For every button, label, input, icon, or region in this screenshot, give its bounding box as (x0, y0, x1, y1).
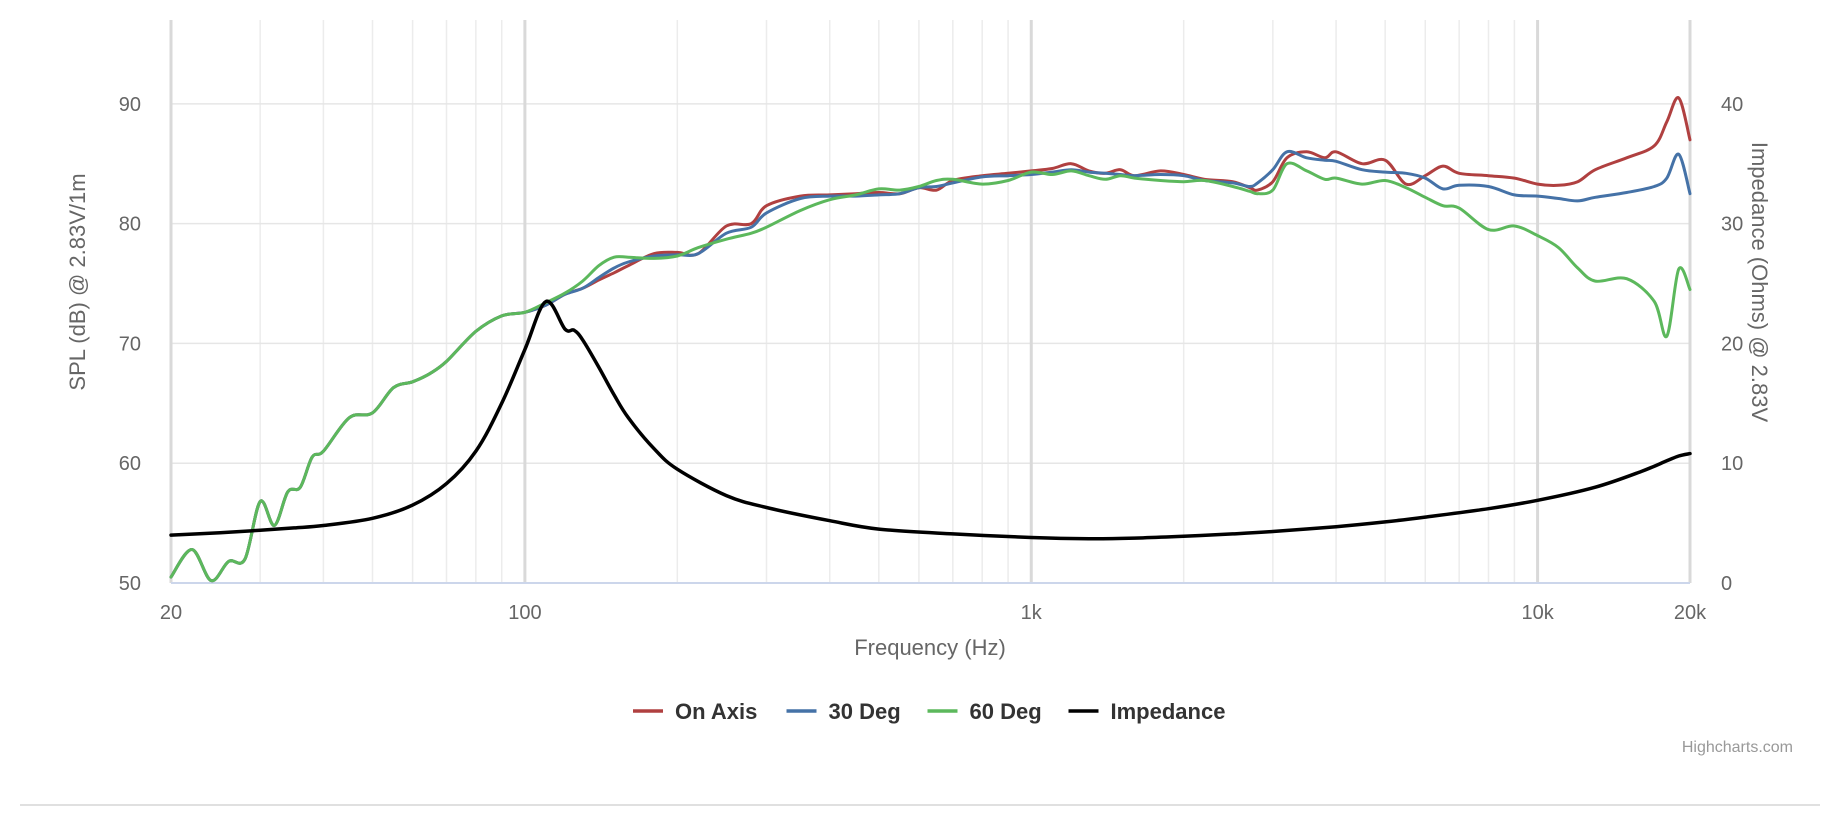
y2-tick-label: 0 (1721, 573, 1732, 595)
chart-series-group (169, 96, 1692, 583)
legend-label: 60 Deg (970, 699, 1042, 724)
series-line-impedance (169, 299, 1692, 541)
series-line-on-axis (169, 96, 1692, 583)
highcharts-credits[interactable]: Highcharts.com (1682, 739, 1793, 756)
legend-item-60-deg[interactable]: 60 Deg (927, 699, 1042, 724)
legend-item-impedance[interactable]: Impedance (1068, 699, 1226, 724)
legend-label: 30 Deg (829, 699, 901, 724)
y-tick-label: 60 (119, 453, 141, 475)
y-axis-title: SPL (dB) @ 2.83V/1m (65, 173, 90, 390)
chart-grid (169, 20, 1692, 583)
chart-axes: 20 100 1k 10k 20k 50 60 70 80 90 0 10 20 30 40 (119, 94, 1744, 624)
legend-label: Impedance (1111, 699, 1226, 724)
x-tick-label: 1k (1021, 602, 1043, 624)
bottom-divider (20, 804, 1820, 806)
y2-axis-title: Impedance (Ohms) @ 2.83V (1747, 142, 1772, 423)
x-axis-title: Frequency (Hz) (854, 635, 1006, 660)
legend-label: On Axis (675, 699, 757, 724)
legend-item-30-deg[interactable]: 30 Deg (786, 699, 901, 724)
series-line-60-deg (169, 161, 1692, 583)
y-tick-label: 90 (119, 94, 141, 116)
x-tick-label: 20 (160, 602, 182, 624)
x-tick-label: 100 (508, 602, 541, 624)
y-tick-label: 70 (119, 333, 141, 355)
y-tick-label: 80 (119, 214, 141, 236)
y2-tick-label: 30 (1721, 214, 1743, 236)
series-line-30-deg (169, 149, 1692, 583)
x-tick-label: 10k (1521, 602, 1554, 624)
y-tick-label: 50 (119, 573, 141, 595)
x-tick-label: 20k (1674, 602, 1707, 624)
y2-tick-label: 20 (1721, 333, 1743, 355)
y2-tick-label: 40 (1721, 94, 1743, 116)
y2-tick-label: 10 (1721, 453, 1743, 475)
legend-item-on-axis[interactable]: On Axis (633, 699, 757, 724)
chart-legend: On Axis 30 Deg 60 Deg Impedance (633, 699, 1225, 724)
